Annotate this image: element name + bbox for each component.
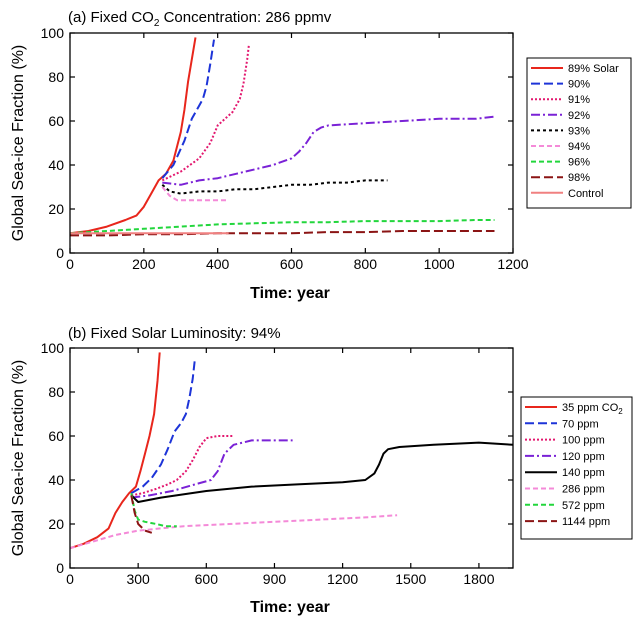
panel-b-legend-label: 140 ppm [562,467,605,479]
panel-a-y-tick-label: 80 [48,69,64,85]
panel-a-x-tick-label: 800 [354,256,378,272]
panel-b-y-tick-label: 60 [48,428,64,444]
panel-a-x-tick-label: 600 [280,256,304,272]
panel-a-legend-label: 89% Solar [568,63,619,75]
panel-b-y-axis-label: Global Sea-ice Fraction (%) [10,360,27,557]
panel-a-legend-label: 96% [568,157,590,169]
panel-b-legend: 35 ppm CO2 70 ppm 100 ppm 120 ppm 140 ppm 286… [520,396,633,540]
panel-a-series-line-1 [69,37,197,235]
panel-a-series-line-7 [69,219,495,235]
panel-b-legend-label: 1144 ppm [562,516,610,528]
panel-a-x-tick-label: 200 [132,256,156,272]
panel-a-legend-label: 93% [568,125,590,137]
panel-b-series-line-8 [130,495,153,534]
panel-a-legend-label: 92% [568,110,590,122]
panel-b-x-tick-label: 900 [263,571,287,587]
panel-b-series-line-1 [69,352,161,550]
panel-b-y-tick-label: 20 [48,516,64,532]
panel-a-series-line-8 [70,230,495,237]
panel-a-title: (a) Fixed CO2 Concentration: 286 ppmv [68,9,332,29]
panel-b-y-tick-label: 0 [56,560,64,576]
panel-a-x-tick-label: 1200 [497,256,528,272]
panel-b-legend-label: 70 ppm [562,418,599,430]
panel-b-series-line-2 [130,358,196,495]
panel-b-series-line-6 [69,514,398,550]
panel-b-series-line-5 [130,441,514,503]
panel-b-plot-frame [69,347,514,569]
panel-a-y-tick-label: 100 [41,25,65,41]
panel-a-series-line-2 [161,39,215,179]
panel-a-legend-label: 90% [568,79,590,91]
panel-b-x-axis-label: Time: year [250,599,330,616]
panel-b-legend-box [520,396,633,540]
panel-a-series-line-4 [162,115,495,186]
panel-a-series-line-5 [161,179,388,195]
panel-b-y-tick-label: 100 [41,340,65,356]
panel-a-series-line-3 [161,43,250,182]
panel-b: (b) Fixed Solar Luminosity: 94% 0 300 600 9… [10,325,633,616]
panel-b-x-tick-label: 1800 [463,571,494,587]
panel-b-x-tick-label: 1200 [327,571,358,587]
panel-a-legend-label: 98% [568,172,590,184]
panel-a-x-tick-label: 0 [66,256,74,272]
panel-b-plot: 0 300 600 900 1200 1500 1800 0 20 40 60 80 100 [41,340,514,587]
panel-b-legend-label: 572 ppm [562,500,605,512]
panel-b-x-tick-label: 1500 [395,571,426,587]
panel-a-plot: 0 200 400 600 800 1000 1200 0 20 40 60 80 100 [41,25,529,272]
panel-b-legend-label: 120 ppm [562,451,605,463]
panel-a-legend-label: 94% [568,141,590,153]
panel-b-legend-label: 286 ppm [562,484,605,496]
panel-b-legend-label: 100 ppm [562,435,605,447]
panel-b-series-line-4 [131,439,293,499]
panel-a: (a) Fixed CO2 Concentration: 286 ppmv 0 2… [10,9,632,302]
panel-a-series-line-6 [161,186,229,202]
panel-b-x-tick-label: 600 [195,571,219,587]
panel-a-x-axis-label: Time: year [250,285,330,302]
panel-b-title: (b) Fixed Solar Luminosity: 94% [68,325,281,342]
panel-a-legend-label: Control [568,188,603,200]
panel-a-x-tick-label: 1000 [424,256,455,272]
panel-a-y-axis-label: Global Sea-ice Fraction (%) [10,45,27,242]
panel-b-x-tick-label: 0 [66,571,74,587]
panel-b-x-tick-label: 300 [126,571,150,587]
panel-b-series-line-3 [131,435,234,497]
panel-a-y-tick-label: 40 [48,157,64,173]
panel-a-y-tick-label: 20 [48,201,64,217]
panel-a-y-tick-label: 0 [56,245,64,261]
panel-a-x-tick-label: 400 [206,256,230,272]
panel-a-legend: 89% Solar 90% 91% 92% 93% 94% 96% 98% Control [526,57,632,209]
panel-a-y-tick-label: 60 [48,113,64,129]
panel-b-y-tick-label: 40 [48,472,64,488]
panel-b-legend-label: 35 ppm CO2 [562,402,623,416]
panel-a-legend-label: 91% [568,94,590,106]
panel-b-y-tick-label: 80 [48,384,64,400]
